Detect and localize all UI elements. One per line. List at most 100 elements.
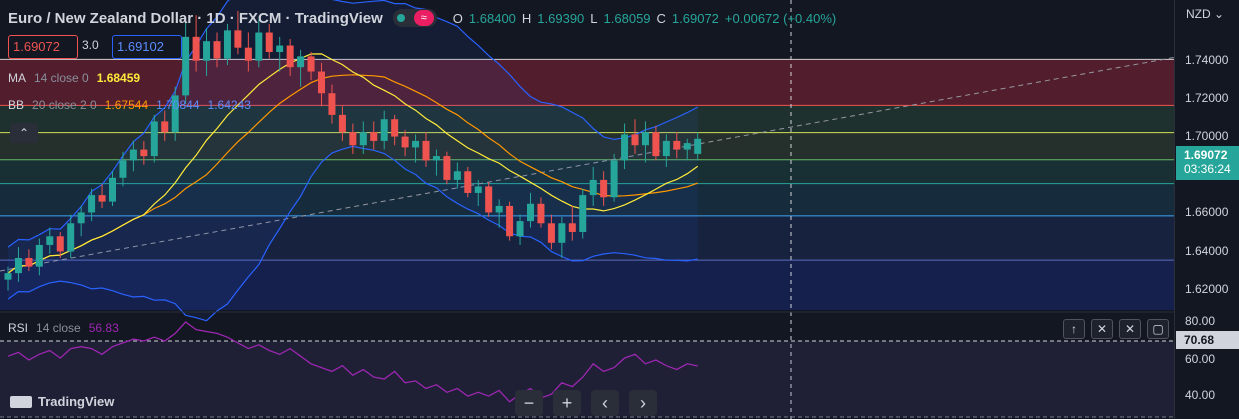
tradingview-logo[interactable]: TradingView (10, 394, 114, 409)
candle-body (558, 223, 566, 243)
chevron-down-icon: ⌄ (1214, 7, 1225, 21)
candle-body (234, 30, 242, 48)
rsi-tick: 60.00 (1185, 352, 1216, 366)
rsi-legend[interactable]: RSI 14 close 56.83 (8, 321, 119, 335)
chart-header: Euro / New Zealand Dollar · 1D · FXCM · … (8, 8, 836, 28)
rsi-tick: 40.00 (1185, 388, 1216, 402)
ma-name: MA (8, 71, 26, 85)
candle-body (579, 195, 587, 232)
open-label: O (452, 10, 463, 26)
close-value: 1.69072 (671, 10, 719, 26)
symbol-title[interactable]: Euro / New Zealand Dollar · 1D · FXCM · … (8, 9, 383, 27)
price-chart[interactable] (0, 0, 1174, 419)
candle-body (46, 236, 54, 245)
bb-fill (8, 0, 698, 321)
price-tick: 1.70000 (1185, 129, 1229, 143)
candle-body (621, 134, 629, 161)
bb-basis-value: 1.67544 (104, 98, 149, 112)
sell-price-button[interactable]: 1.69072 (8, 35, 78, 59)
high-label: H (521, 10, 532, 26)
candle-body (652, 132, 660, 157)
candle-body (443, 156, 451, 180)
candle-body (422, 140, 430, 161)
fib-zone (0, 159, 1174, 184)
candle-body (276, 45, 284, 53)
collapse-pane-button[interactable]: ✕ (1119, 319, 1141, 339)
candle-body (223, 30, 231, 59)
candle-body (516, 221, 524, 237)
candle-body (349, 132, 357, 146)
candle-body (98, 195, 106, 202)
candle-body (150, 121, 158, 157)
zoom-in-button[interactable]: + (553, 390, 581, 416)
current-price-value: 1.69072 (1184, 148, 1228, 162)
candle-body (192, 36, 200, 61)
price-tick: 1.72000 (1185, 91, 1229, 105)
candle-body (641, 132, 649, 146)
ma-legend[interactable]: MA 14 close 0 1.68459 (8, 71, 140, 85)
candle-body (14, 257, 22, 274)
fib-zone (0, 105, 1174, 133)
pane-controls: ↑ ✕ ✕ ▢ (1063, 319, 1169, 339)
candle-body (453, 171, 461, 180)
candle-body (338, 114, 346, 133)
candle-body (432, 156, 440, 161)
low-value: 1.68059 (603, 10, 651, 26)
change-value: +0.00672 (+0.40%) (724, 10, 837, 26)
maximize-pane-button[interactable]: ▢ (1147, 319, 1169, 339)
candle-body (182, 36, 190, 96)
rsi-current-label: 70.68 (1176, 331, 1239, 349)
candle-body (56, 236, 64, 252)
ma-value: 1.68459 (96, 71, 141, 85)
zoom-out-button[interactable]: − (515, 390, 543, 416)
candle-body (297, 56, 305, 68)
buy-price-button[interactable]: 1.69102 (112, 35, 182, 59)
price-axis[interactable] (1174, 0, 1239, 419)
candle-body (631, 134, 639, 146)
candle-body (171, 95, 179, 133)
candle-body (265, 32, 273, 53)
price-tick: 1.64000 (1185, 244, 1229, 258)
candle-body (412, 140, 420, 148)
high-value: 1.69390 (537, 10, 585, 26)
candle-body (506, 205, 514, 237)
market-status-toggle[interactable]: ≈ (392, 9, 437, 27)
scroll-left-button[interactable]: ‹ (591, 390, 619, 416)
close-label: C (656, 10, 666, 26)
candle-body (4, 273, 12, 280)
candle-body (67, 223, 75, 252)
candle-body (547, 223, 555, 243)
candle-body (286, 45, 294, 68)
candle-body (683, 143, 691, 150)
trend-line (0, 56, 1174, 272)
ma-params: 14 close 0 (34, 71, 89, 85)
scroll-right-button[interactable]: › (629, 390, 657, 416)
candle-body (318, 71, 325, 94)
currency-selector[interactable]: NZD ⌄ (1186, 7, 1224, 21)
candle-body (610, 160, 618, 198)
candle-body (88, 195, 96, 213)
fib-zone (0, 260, 1174, 310)
price-tick: 1.66000 (1185, 205, 1229, 219)
wave-icon: ≈ (413, 10, 434, 26)
price-tick: 1.62000 (1185, 282, 1229, 296)
candle-body (600, 179, 608, 198)
price-tick: 1.74000 (1185, 53, 1229, 67)
ohlc-values: O 1.68400 H 1.69390 L 1.68059 C 1.69072 +0.0… (453, 11, 836, 26)
candle-body (359, 132, 367, 146)
low-label: L (590, 10, 598, 26)
bar-countdown: 03:36:24 (1184, 162, 1231, 176)
currency-label: NZD (1186, 7, 1211, 21)
candle-body (161, 121, 169, 133)
candle-body (662, 140, 670, 157)
close-pane-button[interactable]: ✕ (1091, 319, 1113, 339)
move-pane-up-button[interactable]: ↑ (1063, 319, 1085, 339)
rsi-value: 56.83 (88, 321, 119, 335)
bb-lower-value: 1.64243 (207, 98, 251, 112)
candle-body (307, 56, 315, 72)
candle-body (255, 32, 263, 61)
logo-text: TradingView (38, 394, 115, 409)
bb-legend[interactable]: BB 20 close 2 0 1.67544 1.70844 1.64243 (8, 98, 251, 112)
collapse-legend-button[interactable]: ⌃ (10, 123, 38, 143)
chart-nav-bar: − + ‹ › (515, 390, 657, 416)
